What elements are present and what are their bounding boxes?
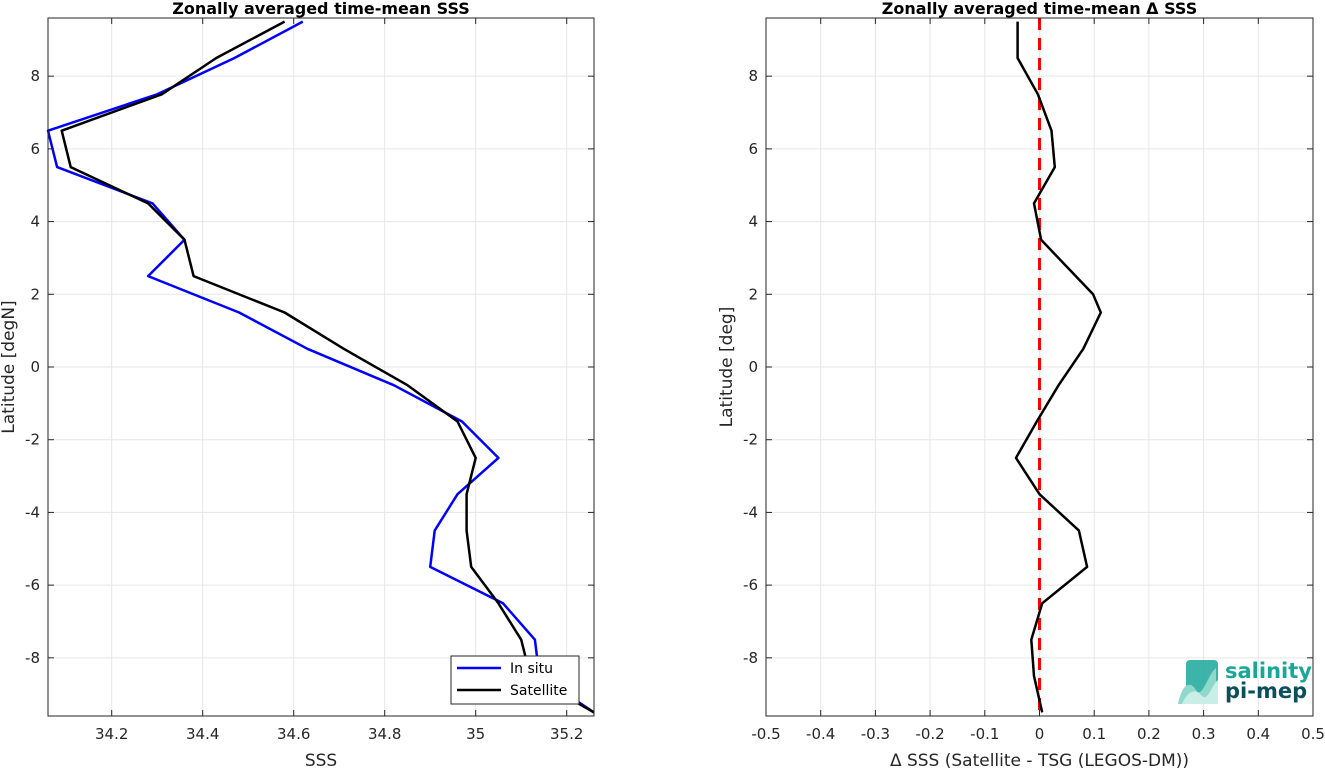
- x-tick-label: -0.4: [806, 725, 835, 743]
- x-tick-label: 34.4: [186, 725, 219, 743]
- x-tick-label: -0.2: [915, 725, 944, 743]
- y-axis-label: Latitude [degN]: [0, 300, 19, 433]
- y-tick-label: 0: [30, 358, 40, 376]
- legend: In situ Satellite: [450, 655, 580, 705]
- x-tick-label: 34.6: [277, 725, 310, 743]
- x-tick-label: -0.3: [861, 725, 890, 743]
- y-tick-label: 8: [30, 67, 40, 85]
- x-axis-label: SSS: [305, 751, 337, 769]
- series-line-in-situ: [46, 20, 595, 714]
- y-tick-label: 8: [748, 67, 758, 85]
- x-tick-label: 34.2: [95, 725, 128, 743]
- logo-text-salinity: salinity: [1225, 659, 1312, 683]
- x-tick-label: 34.8: [368, 725, 401, 743]
- x-tick-label: 0.4: [1246, 725, 1270, 743]
- delta-sss-panel: -0.5 -0.4 -0.3 -0.2 -0.1 0 0.1 0.2 0.3 0.4 0.5 -8 -6…: [717, 0, 1325, 769]
- x-tick-label: 0.2: [1137, 725, 1161, 743]
- series-group: [1014, 18, 1103, 716]
- chart-title: Zonally averaged time-mean SSS: [172, 0, 470, 18]
- series-line-satellite: [60, 20, 595, 714]
- wave-logo-icon: [1178, 660, 1218, 704]
- y-tick-label: 4: [748, 213, 758, 231]
- chart-title: Zonally averaged time-mean Δ SSS: [882, 0, 1198, 18]
- x-tick-label: 0.1: [1082, 725, 1106, 743]
- series-group: [46, 20, 595, 714]
- legend-label-satellite: Satellite: [510, 683, 567, 699]
- y-tick-label: 2: [748, 285, 758, 303]
- x-tick-label: 35: [466, 725, 485, 743]
- logo-text-pi-mep: pi-mep: [1225, 679, 1307, 703]
- x-tick-label: 0.3: [1192, 725, 1216, 743]
- y-tick-label: 6: [30, 140, 40, 158]
- series-line-delta-sss: [1014, 21, 1103, 713]
- y-tick-label: -8: [25, 649, 40, 667]
- y-tick-label: 0: [748, 358, 758, 376]
- sss-profile-panel: 34.2 34.4 34.6 34.8 35 35.2 -8 -6 -4 -2 0 2 4 6 8 Zona…: [0, 0, 595, 769]
- x-tick-label: -0.1: [970, 725, 999, 743]
- y-axis-label: Latitude [deg]: [717, 307, 737, 428]
- grid-lines: [48, 18, 594, 716]
- x-axis-label: Δ SSS (Satellite - TSG (LEGOS-DM)): [890, 751, 1189, 769]
- x-tick-label: 35.2: [550, 725, 583, 743]
- x-tick-label: -0.5: [751, 725, 780, 743]
- legend-label-in-situ: In situ: [510, 661, 553, 677]
- tick-marks: -0.5 -0.4 -0.3 -0.2 -0.1 0 0.1 0.2 0.3 0.4 0.5 -8 -6…: [743, 18, 1325, 743]
- y-tick-label: -6: [743, 576, 758, 594]
- tick-marks: 34.2 34.4 34.6 34.8 35 35.2 -8 -6 -4 -2 0 2 4 6 8: [25, 18, 594, 743]
- x-tick-label: 0: [1035, 725, 1045, 743]
- y-tick-label: 6: [748, 140, 758, 158]
- y-tick-label: 2: [30, 285, 40, 303]
- y-tick-label: -4: [743, 503, 758, 521]
- y-tick-label: -2: [25, 431, 40, 449]
- y-tick-label: -2: [743, 431, 758, 449]
- salinity-pi-mep-logo: salinity pi-mep: [1178, 659, 1312, 704]
- y-tick-label: -8: [743, 649, 758, 667]
- y-tick-label: 4: [30, 213, 40, 231]
- legend-box: [450, 655, 580, 705]
- x-tick-label: 0.5: [1301, 725, 1325, 743]
- y-tick-label: -6: [25, 576, 40, 594]
- y-tick-label: -4: [25, 503, 40, 521]
